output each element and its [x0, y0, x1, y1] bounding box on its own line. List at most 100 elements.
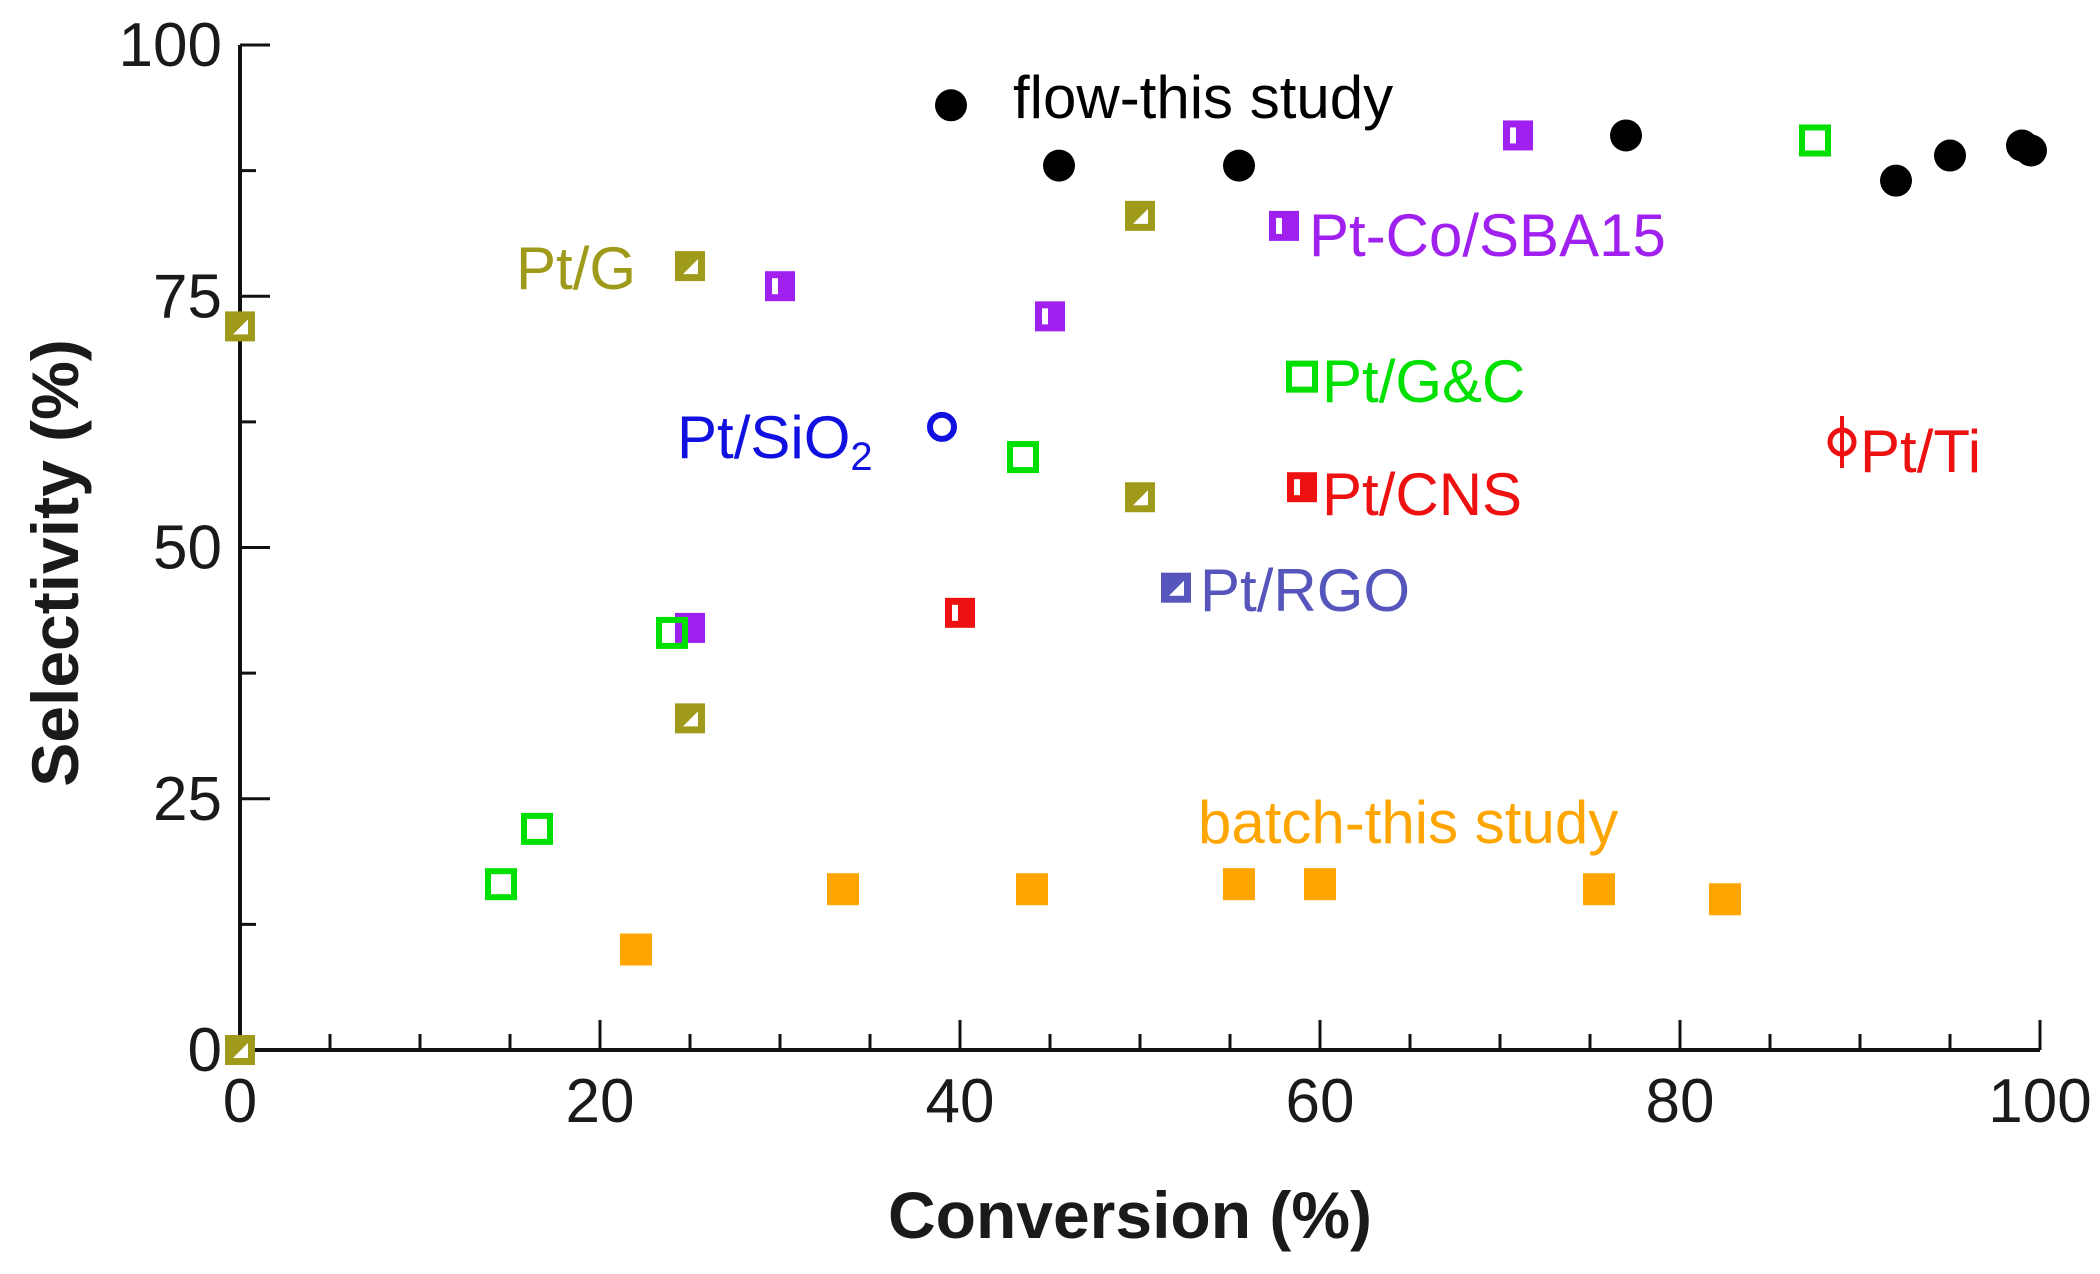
point-batch-this-study-5	[1583, 873, 1615, 906]
point-flow-this-study-4-shape	[1880, 164, 1912, 197]
point-pt-sio2-0	[927, 411, 957, 442]
x-tick-label: 20	[566, 1067, 635, 1136]
label-batch-this-study: batch-this study	[1198, 789, 1618, 856]
label-pt-rgo: Pt/RGO	[1200, 557, 1410, 624]
point-pt-g-0-shape	[225, 1035, 255, 1065]
point-pt-cns-1	[1287, 472, 1317, 503]
point-flow-this-study-1-shape	[1043, 149, 1075, 182]
point-batch-this-study-3-shape	[1223, 868, 1255, 901]
point-pt-g-2-shape	[675, 251, 705, 282]
point-flow-this-study-2-shape	[1223, 149, 1255, 182]
point-flow-this-study-3	[1610, 119, 1642, 152]
x-tick-label: 60	[1286, 1067, 1355, 1136]
point-pt-g-0	[225, 1035, 255, 1065]
label-pt-g-c: Pt/G&C	[1322, 348, 1525, 415]
y-tick-label: 75	[153, 262, 222, 331]
point-pt-g-c-1	[521, 812, 553, 845]
point-pt-g-0-shape-cut	[233, 1043, 248, 1058]
y-tick-label: 25	[153, 765, 222, 834]
point-flow-this-study-1	[1043, 149, 1075, 182]
point-pt-g-3	[675, 703, 705, 734]
y-tick-label: 100	[119, 11, 222, 80]
x-tick-label: 80	[1646, 1067, 1715, 1136]
point-batch-this-study-0	[620, 933, 652, 966]
point-pt-g-2-shape-cut	[683, 259, 698, 275]
point-pt-g-c-3	[1007, 441, 1039, 474]
point-batch-this-study-3	[1223, 868, 1255, 901]
point-pt-cns-0	[945, 597, 975, 628]
point-batch-this-study-6	[1709, 883, 1741, 916]
point-pt-g-4	[1125, 200, 1155, 231]
point-pt-co-sba15-0-shape	[675, 612, 705, 643]
point-pt-co-sba15-3-shape-cut	[1276, 217, 1282, 234]
point-pt-g-c-4-shape	[1286, 360, 1318, 393]
x-tick-label: 100	[1988, 1067, 2091, 1136]
point-pt-g-c-1-shape	[521, 812, 553, 845]
point-flow-this-study-3-shape	[1610, 119, 1642, 152]
point-pt-g-c-2	[656, 616, 688, 649]
point-flow-this-study-7	[2015, 134, 2047, 167]
y-axis-title: Selectivity (%)	[18, 339, 92, 787]
point-pt-g-c-5-shape	[1799, 124, 1831, 157]
point-pt-g-3-shape-cut	[683, 711, 698, 727]
point-pt-rgo-0-shape	[1161, 572, 1191, 603]
label-pt-sio2-main: Pt/SiO	[677, 404, 850, 471]
point-pt-co-sba15-1-shape-cut	[772, 278, 778, 295]
point-batch-this-study-4-shape	[1304, 868, 1336, 901]
point-flow-this-study-5-shape	[1934, 139, 1966, 172]
point-pt-cns-0-shape	[945, 597, 975, 628]
point-pt-g-1-shape	[225, 311, 255, 342]
point-pt-g-c-5	[1799, 124, 1831, 157]
label-pt-co-sba15: Pt-Co/SBA15	[1309, 202, 1666, 269]
point-pt-cns-1-shape	[1287, 472, 1317, 503]
point-pt-co-sba15-4	[1503, 120, 1533, 151]
point-batch-this-study-5-shape	[1583, 873, 1615, 906]
point-pt-rgo-0	[1161, 572, 1191, 603]
point-pt-g-1	[225, 311, 255, 342]
point-pt-rgo-0-shape-cut	[1169, 580, 1184, 596]
point-pt-g-4-shape-cut	[1133, 208, 1148, 224]
point-pt-co-sba15-2-shape-cut	[1042, 308, 1048, 325]
point-pt-co-sba15-3	[1269, 210, 1299, 241]
y-tick-label: 0	[188, 1016, 222, 1085]
point-pt-g-3-shape	[675, 703, 705, 734]
point-batch-this-study-4	[1304, 868, 1336, 901]
point-pt-g-c-4	[1286, 360, 1318, 393]
point-batch-this-study-1	[827, 873, 859, 906]
label-pt-cns: Pt/CNS	[1322, 461, 1522, 528]
label-pt-g: Pt/G	[516, 235, 636, 302]
point-pt-g-1-shape-cut	[233, 319, 248, 335]
point-pt-g-c-3-shape	[1007, 441, 1039, 474]
point-flow-this-study-0	[935, 89, 967, 122]
label-pt-ti: Pt/Ti	[1860, 418, 1981, 485]
point-pt-cns-1-shape-cut	[1294, 479, 1300, 496]
point-pt-co-sba15-2-shape	[1035, 301, 1065, 332]
point-pt-cns-0-shape-cut	[952, 604, 958, 621]
x-tick-label: 0	[223, 1067, 257, 1136]
point-pt-g-5-shape	[1125, 482, 1155, 513]
point-batch-this-study-1-shape	[827, 873, 859, 906]
y-tick-label: 50	[153, 514, 222, 583]
data-points	[225, 89, 2047, 1065]
point-flow-this-study-5	[1934, 139, 1966, 172]
point-pt-ti-0	[1827, 415, 1857, 468]
point-pt-co-sba15-3-shape	[1269, 210, 1299, 241]
point-pt-co-sba15-2	[1035, 301, 1065, 332]
point-pt-g-2	[675, 251, 705, 282]
point-pt-g-c-0	[485, 868, 517, 901]
point-pt-co-sba15-4-shape	[1503, 120, 1533, 151]
point-pt-sio2-0-shape	[927, 411, 957, 442]
point-batch-this-study-2	[1016, 873, 1048, 906]
point-flow-this-study-0-shape	[935, 89, 967, 122]
point-pt-co-sba15-0	[675, 612, 705, 643]
point-pt-g-5-shape-cut	[1133, 490, 1148, 506]
point-pt-g-c-2-shape	[656, 616, 688, 649]
point-pt-co-sba15-1-shape	[765, 271, 795, 302]
point-batch-this-study-6-shape	[1709, 883, 1741, 916]
x-tick-label: 40	[926, 1067, 995, 1136]
point-batch-this-study-0-shape	[620, 933, 652, 966]
point-pt-g-c-0-shape	[485, 868, 517, 901]
point-pt-co-sba15-4-shape-cut	[1510, 127, 1516, 144]
point-pt-co-sba15-1	[765, 271, 795, 302]
